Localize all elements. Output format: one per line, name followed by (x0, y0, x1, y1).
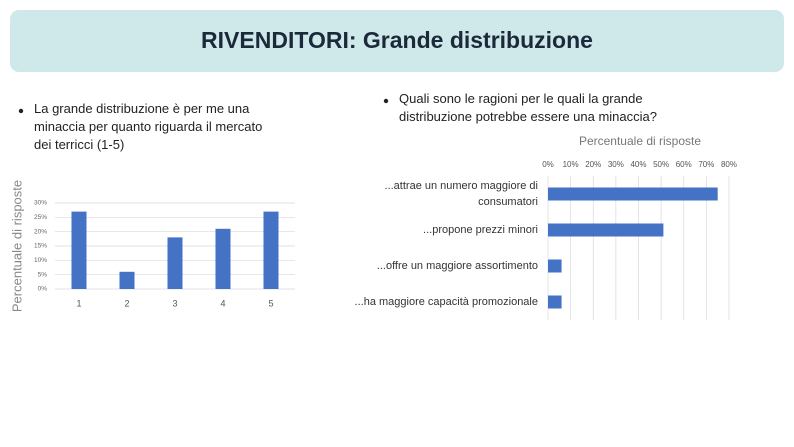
bar (215, 228, 231, 289)
x-tick-label: 1 (76, 298, 81, 308)
y-tick-label: 15% (34, 243, 47, 250)
x-tick-label: 80% (721, 160, 737, 169)
y-tick-label-box: ...offre un maggiore assortimento (376, 260, 538, 272)
y-tick-label: 5% (38, 271, 48, 278)
y-tick-label-box: ...ha maggiore capacità promozionale (354, 296, 538, 308)
bar (548, 223, 664, 237)
y-tick-label: ...ha maggiore capacità promozionale (354, 296, 538, 308)
y-tick-label: 30% (34, 200, 47, 207)
bar (548, 259, 562, 273)
x-tick-label: 5 (268, 298, 273, 308)
bar (71, 211, 87, 289)
y-tick-label-box: ...attrae un numero maggiore di consumat… (384, 180, 538, 208)
x-tick-label: 4 (220, 298, 225, 308)
y-tick-label: ...attrae un numero maggiore di consumat… (384, 180, 538, 208)
bullet (383, 98, 389, 104)
slide-title: RIVENDITORI: Grande distribuzione (201, 27, 593, 53)
bar (548, 187, 718, 201)
x-tick-label: 50% (653, 160, 669, 169)
x-tick-label: 70% (698, 160, 714, 169)
chart-title: La grande distribuzione è per me una min… (34, 101, 263, 152)
x-tick-label: 60% (676, 160, 692, 169)
y-tick-label: 0% (38, 286, 48, 293)
header-banner (10, 10, 784, 72)
bar (548, 295, 562, 309)
y-tick-label: 25% (34, 214, 47, 221)
x-tick-label: 2 (124, 298, 129, 308)
x-tick-label: 20% (585, 160, 601, 169)
chart-title-box: La grande distribuzione è per me una min… (34, 101, 263, 152)
x-tick-label: 10% (563, 160, 579, 169)
x-tick-label: 30% (608, 160, 624, 169)
x-tick-label: 0% (542, 160, 554, 169)
y-tick-label-box: ...propone prezzi minori (423, 224, 538, 236)
y-tick-label: 10% (34, 257, 47, 264)
bar (119, 271, 135, 289)
bullet (18, 108, 24, 114)
y-axis-label: Percentuale di risposte (9, 180, 24, 312)
chart-title-box: Quali sono le ragioni per le quali la gr… (399, 91, 657, 124)
y-tick-label: ...offre un maggiore assortimento (376, 260, 538, 272)
x-tick-label: 3 (172, 298, 177, 308)
chart-title: Quali sono le ragioni per le quali la gr… (399, 91, 657, 124)
y-tick-label: 20% (34, 228, 47, 235)
bar (263, 211, 279, 289)
x-tick-label: 40% (630, 160, 646, 169)
x-axis-label: Percentuale di risposte (579, 134, 701, 148)
y-tick-label: ...propone prezzi minori (423, 224, 538, 236)
bar (167, 237, 183, 289)
